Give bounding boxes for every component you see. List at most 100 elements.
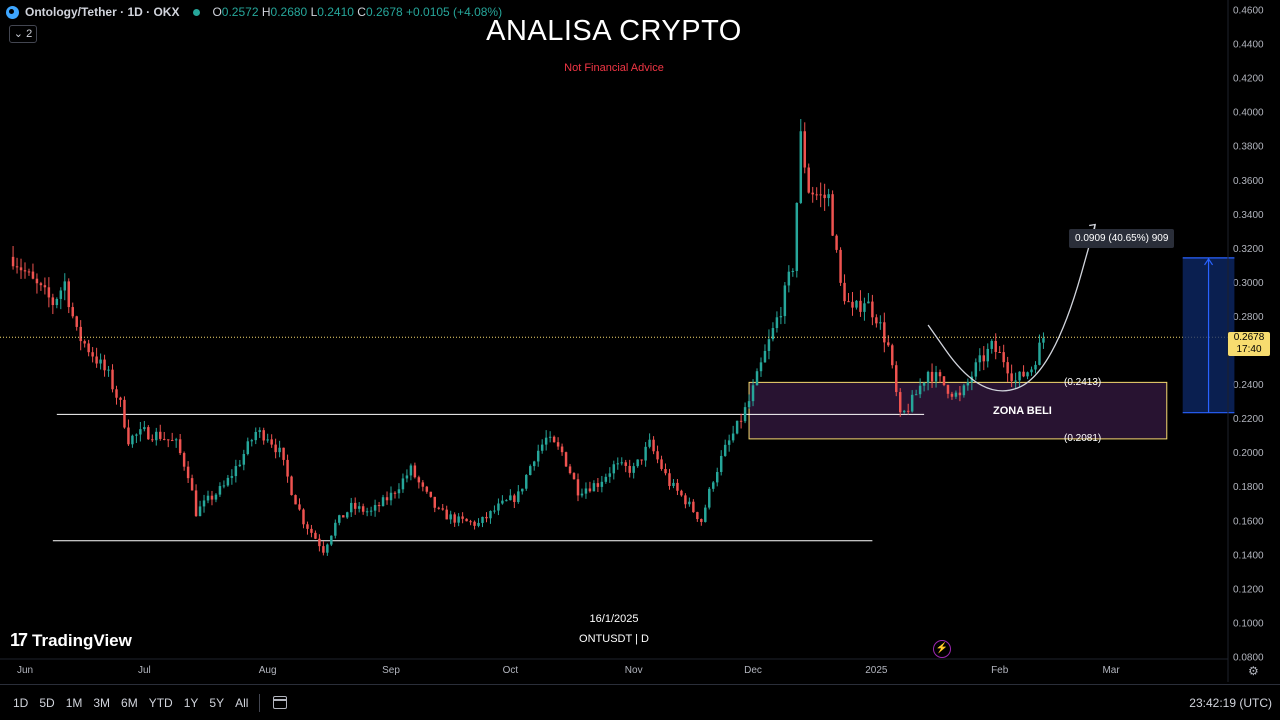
candle-body <box>759 362 763 372</box>
candle-body <box>660 459 663 469</box>
candle-body <box>696 512 699 520</box>
candle-body <box>453 514 456 523</box>
candle-body <box>544 437 548 445</box>
gear-icon[interactable]: ⚙ <box>1248 664 1259 678</box>
y-tick-label: 0.2000 <box>1233 448 1264 459</box>
timeframe-1m-button[interactable]: 1M <box>65 695 83 710</box>
candle-body <box>529 466 532 476</box>
candle-body <box>318 538 321 547</box>
timeframe-1y-button[interactable]: 1Y <box>183 695 199 710</box>
x-tick-label: Aug <box>259 665 277 676</box>
candle-body <box>465 518 468 522</box>
candle-body <box>381 497 385 507</box>
candle-body <box>159 431 162 439</box>
candle-body <box>377 505 381 507</box>
candle-body <box>489 511 492 519</box>
candle-body <box>962 385 966 396</box>
indicator-collapse-button[interactable]: ⌄ 2 <box>9 25 37 43</box>
utc-clock[interactable]: 23:42:19 (UTC) <box>1189 695 1272 710</box>
candle-body <box>755 371 759 386</box>
candle-body <box>887 342 890 346</box>
y-tick-label: 0.0800 <box>1233 653 1264 664</box>
x-tick-label: Mar <box>1102 665 1120 676</box>
candle-body <box>286 459 289 477</box>
candle-body <box>194 490 198 517</box>
candle-body <box>974 362 978 377</box>
candle-body <box>731 433 735 441</box>
candle-body <box>914 394 918 396</box>
candle-body <box>735 420 739 434</box>
timeframe-all-button[interactable]: All <box>235 695 249 710</box>
candle-body <box>282 447 285 460</box>
candle-body <box>445 509 448 520</box>
candle-body <box>592 483 596 492</box>
candle-body <box>672 482 675 486</box>
timeframe-6m-button[interactable]: 6M <box>121 695 138 710</box>
candle-body <box>473 521 476 526</box>
candle-body <box>532 461 536 467</box>
candle-body <box>119 397 122 400</box>
candle-body <box>851 301 854 308</box>
candle-body <box>767 339 771 351</box>
candle-body <box>497 503 500 511</box>
timeframe-5d-button[interactable]: 5D <box>39 695 55 710</box>
candle-body <box>632 466 635 473</box>
candle-body <box>640 459 643 461</box>
candle-body <box>75 316 78 327</box>
candle-body <box>652 439 655 452</box>
candle-body <box>242 453 246 465</box>
candle-body <box>170 440 174 442</box>
candle-body <box>664 468 667 474</box>
price-chart[interactable]: 0.4600 0.4400 0.4200 0.4000 0.3800 0.3600 0.34… <box>0 0 1280 682</box>
candle-body <box>190 478 194 491</box>
candle-body <box>306 524 309 529</box>
candle-body <box>1014 380 1017 382</box>
tradingview-logo[interactable]: 17 TradingView <box>10 630 132 651</box>
candle-body <box>87 343 90 353</box>
timeframe-5y-button[interactable]: 5Y <box>209 695 225 710</box>
timeframe-1d-button[interactable]: 1D <box>13 695 29 710</box>
symbol-title[interactable]: Ontology/Tether · 1D · OKX <box>25 5 180 19</box>
candle-body <box>353 502 357 509</box>
candle-body <box>19 267 23 271</box>
x-tick-label: Jun <box>17 665 33 676</box>
candle-body <box>751 385 755 402</box>
candle-body <box>35 278 39 284</box>
candle-body <box>604 476 608 482</box>
measure-label: 0.0909 (40.65%) 909 <box>1069 229 1175 248</box>
candle-body <box>270 439 273 445</box>
candle-body <box>743 407 747 422</box>
crosshair-date-label: 16/1/2025 <box>589 613 639 625</box>
candle-body <box>556 442 560 447</box>
y-tick-label: 0.1600 <box>1233 516 1264 527</box>
candle-body <box>1018 371 1021 381</box>
candle-body <box>779 316 783 318</box>
candle-body <box>942 376 946 386</box>
candle-body <box>803 131 806 168</box>
timeframe-ytd-button[interactable]: YTD <box>148 695 173 710</box>
candle-body <box>91 352 94 357</box>
candle-body <box>648 439 651 447</box>
calendar-icon[interactable] <box>273 696 288 709</box>
x-tick-label: Sep <box>382 665 400 676</box>
candle-body <box>791 270 795 272</box>
candle-body <box>608 473 612 477</box>
candle-body <box>99 359 102 364</box>
candle-body <box>799 131 803 203</box>
candle-body <box>513 495 516 503</box>
candle-body <box>174 439 178 441</box>
candle-body <box>636 459 639 467</box>
candle-body <box>771 328 775 340</box>
zone-top-price-label: (0.2413) <box>1064 377 1102 388</box>
candle-body <box>879 322 882 324</box>
candle-body <box>67 281 70 308</box>
candle-body <box>365 511 369 513</box>
timeframe-3m-button[interactable]: 3M <box>93 695 111 710</box>
x-tick-label: Dec <box>744 665 762 676</box>
candle-body <box>859 300 862 312</box>
candle-body <box>576 479 580 496</box>
lightning-icon[interactable]: ⚡ <box>933 640 951 658</box>
candle-body <box>656 451 659 460</box>
candle-body <box>521 488 524 492</box>
y-tick-label: 0.2400 <box>1233 380 1264 391</box>
